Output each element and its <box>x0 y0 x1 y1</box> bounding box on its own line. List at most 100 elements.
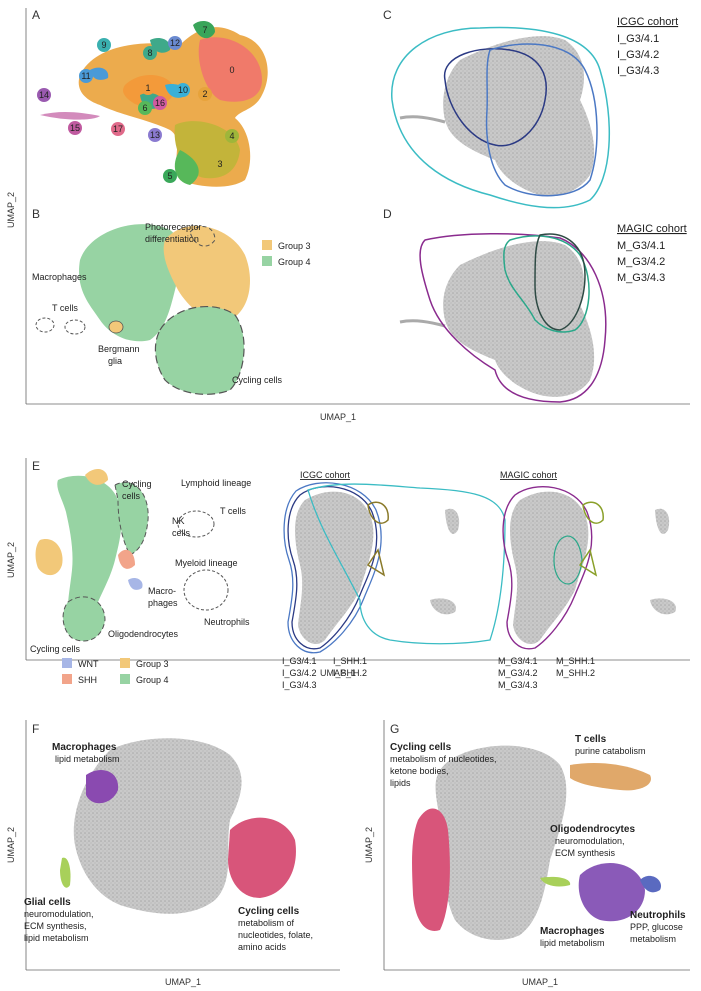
f-glial-desc-1: neuromodulation, <box>24 909 94 919</box>
g-tcells-desc: purine catabolism <box>575 746 646 756</box>
g-tcells-title: T cells <box>575 734 607 745</box>
annotation-oligodendrocytes: Oligodendrocytes <box>108 629 179 639</box>
g-cycling-title: Cycling cells <box>390 742 452 753</box>
legend-label-group4: Group 4 <box>278 257 311 267</box>
f-cycling-desc-1: metabolism of <box>238 918 295 928</box>
icgc-legend-1: I_G3/4.1 <box>282 656 317 666</box>
g-macrophages-title: Macrophages <box>540 926 605 937</box>
annotation-nk-1: NK <box>172 516 185 526</box>
annotation-bergmann-1: Bergmann <box>98 344 140 354</box>
panel-d-umap <box>399 233 607 403</box>
panel-d-legend-3: M_G3/4.3 <box>617 272 665 284</box>
panel-e-legend: WNT SHH Group 3 Group 4 <box>62 658 169 685</box>
f-cycling-title: Cycling cells <box>238 906 300 917</box>
f-cycling-desc-2: nucleotides, folate, <box>238 930 313 940</box>
annotation-cycling-e-2: cells <box>122 491 141 501</box>
x-axis-label-f: UMAP_1 <box>165 977 201 987</box>
f-glial-desc-2: ECM synthesis, <box>24 921 87 931</box>
magic-legend-5: M_SHH.2 <box>556 668 595 678</box>
f-glial-desc-3: lipid metabolism <box>24 933 89 943</box>
g-oligo-title: Oligodendrocytes <box>550 824 635 835</box>
annotation-bergmann-2: glia <box>108 356 122 366</box>
legend-label-wnt: WNT <box>78 659 99 669</box>
magic-legend-2: M_G3/4.2 <box>498 668 538 678</box>
svg-text:1: 1 <box>145 83 150 93</box>
legend-label-group3-e: Group 3 <box>136 659 169 669</box>
magic-legend-1: M_G3/4.1 <box>498 656 538 666</box>
panel-label-d: D <box>383 207 392 221</box>
icgc-legend-3: I_G3/4.3 <box>282 680 317 690</box>
f-macrophages-desc: lipid metabolism <box>55 754 120 764</box>
annotation-neutrophils: Neutrophils <box>204 617 250 627</box>
panel-label-g: G <box>390 722 399 736</box>
f-macrophages-title: Macrophages <box>52 742 117 753</box>
legend-label-group3: Group 3 <box>278 241 311 251</box>
legend-swatch-group3-e <box>120 658 130 668</box>
x-axis-label-e: UMAP_1 <box>320 668 356 678</box>
g-oligo-desc-2: ECM synthesis <box>555 848 616 858</box>
legend-label-shh: SHH <box>78 675 97 685</box>
panel-label-e: E <box>32 459 40 473</box>
panel-c-legend-1: I_G3/4.1 <box>617 33 659 45</box>
g-neutrophils-title: Neutrophils <box>630 910 686 921</box>
icgc-legend-4: I_SHH.1 <box>333 656 367 666</box>
panel-e-magic-umap <box>502 486 676 650</box>
x-axis-label-g: UMAP_1 <box>522 977 558 987</box>
svg-text:5: 5 <box>167 171 172 181</box>
panel-b-umap <box>35 224 250 395</box>
g-oligo-desc-1: neuromodulation, <box>555 836 625 846</box>
panel-e-magic-title: MAGIC cohort <box>500 470 558 480</box>
magic-legend-4: M_SHH.1 <box>556 656 595 666</box>
svg-text:17: 17 <box>113 124 123 134</box>
panel-c-legend-2: I_G3/4.2 <box>617 49 659 61</box>
svg-text:2: 2 <box>202 89 207 99</box>
svg-text:9: 9 <box>101 40 106 50</box>
svg-text:14: 14 <box>39 90 49 100</box>
legend-swatch-group4-e <box>120 674 130 684</box>
panel-label-c: C <box>383 8 392 22</box>
annotation-macrophages-e-1: Macro- <box>148 586 176 596</box>
icgc-legend-5: I_SHH.2 <box>333 668 367 678</box>
annotation-photoreceptor-2: differentiation <box>145 234 199 244</box>
svg-text:3: 3 <box>217 159 222 169</box>
legend-label-group4-e: Group 4 <box>136 675 169 685</box>
svg-text:15: 15 <box>70 123 80 133</box>
legend-swatch-wnt <box>62 658 72 668</box>
panel-c-legend-3: I_G3/4.3 <box>617 65 659 77</box>
svg-text:11: 11 <box>81 71 90 81</box>
g-cycling-desc-1: metabolism of nucleotides, <box>390 754 497 764</box>
panel-c-umap <box>391 26 611 209</box>
svg-text:12: 12 <box>170 38 180 48</box>
panel-d-title: MAGIC cohort <box>617 223 687 235</box>
panel-f-umap <box>60 738 296 914</box>
panel-g-umap <box>412 745 661 940</box>
svg-text:6: 6 <box>142 103 147 113</box>
panel-label-a: A <box>32 8 40 22</box>
svg-text:13: 13 <box>150 130 160 140</box>
x-axis-label-top: UMAP_1 <box>320 412 356 422</box>
annotation-myeloid: Myeloid lineage <box>175 558 238 568</box>
legend-swatch-shh <box>62 674 72 684</box>
y-axis-label-e: UMAP_2 <box>6 542 16 578</box>
f-cycling-desc-3: amino acids <box>238 942 287 952</box>
annotation-cycling-b: Cycling cells <box>232 375 283 385</box>
panel-e-icgc-title: ICGC cohort <box>300 470 351 480</box>
svg-text:0: 0 <box>229 65 234 75</box>
panel-label-f: F <box>32 722 39 736</box>
panel-e-umap-left <box>35 468 229 642</box>
annotation-macrophages-b: Macrophages <box>32 272 87 282</box>
panel-d-legend-1: M_G3/4.1 <box>617 240 665 252</box>
panel-c-title: ICGC cohort <box>617 16 678 28</box>
f-glial-title: Glial cells <box>24 897 71 908</box>
annotation-cycling-e-bottom: Cycling cells <box>30 644 81 654</box>
annotation-tcells-b: T cells <box>52 303 78 313</box>
svg-text:16: 16 <box>155 98 165 108</box>
y-axis-label-top: UMAP_2 <box>6 192 16 228</box>
y-axis-label-f: UMAP_2 <box>6 827 16 863</box>
svg-text:8: 8 <box>147 48 152 58</box>
icgc-legend-2: I_G3/4.2 <box>282 668 317 678</box>
svg-text:7: 7 <box>202 25 207 35</box>
y-axis-label-g: UMAP_2 <box>364 827 374 863</box>
panel-label-b: B <box>32 207 40 221</box>
